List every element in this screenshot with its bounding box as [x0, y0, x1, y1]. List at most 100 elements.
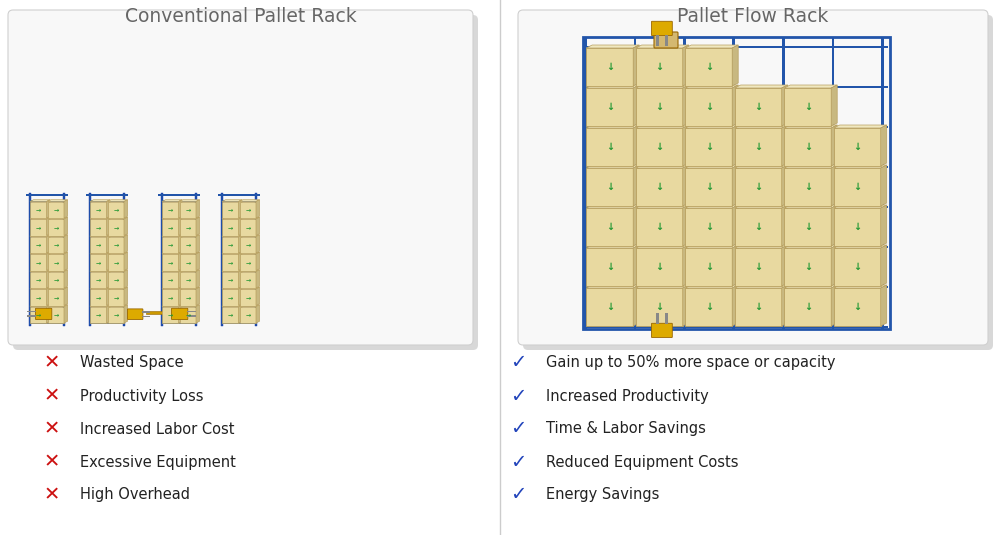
Bar: [634, 37, 636, 329]
Polygon shape: [784, 128, 831, 166]
Polygon shape: [881, 245, 887, 286]
Text: ↓: ↓: [754, 262, 762, 272]
Polygon shape: [586, 248, 633, 286]
Polygon shape: [162, 307, 178, 323]
Polygon shape: [240, 270, 260, 271]
Text: →: →: [228, 242, 233, 247]
Polygon shape: [222, 289, 239, 305]
Text: ↓: ↓: [606, 222, 614, 232]
Bar: [161, 288, 197, 289]
Polygon shape: [636, 48, 683, 86]
Polygon shape: [108, 202, 124, 218]
Text: →: →: [168, 295, 173, 300]
Polygon shape: [222, 287, 242, 289]
Bar: [584, 286, 888, 288]
Bar: [221, 270, 257, 271]
Polygon shape: [108, 307, 124, 323]
Bar: [161, 323, 197, 324]
Polygon shape: [64, 200, 68, 218]
Text: ↓: ↓: [606, 302, 614, 312]
Polygon shape: [106, 200, 110, 218]
Text: ↓: ↓: [606, 262, 614, 272]
Text: ↓: ↓: [804, 302, 812, 312]
FancyBboxPatch shape: [518, 10, 988, 345]
Text: →: →: [185, 260, 190, 265]
Bar: [782, 37, 784, 329]
Polygon shape: [90, 270, 110, 271]
Text: Excessive Equipment: Excessive Equipment: [80, 455, 236, 470]
Text: →: →: [36, 312, 41, 317]
Text: →: →: [96, 207, 101, 212]
Text: ↓: ↓: [853, 142, 861, 152]
Text: ✕: ✕: [44, 354, 60, 372]
Bar: [89, 270, 125, 271]
Text: →: →: [228, 207, 233, 212]
Polygon shape: [636, 245, 689, 248]
Polygon shape: [108, 287, 128, 289]
Polygon shape: [256, 235, 260, 253]
Polygon shape: [683, 125, 689, 166]
Polygon shape: [831, 205, 837, 246]
Text: →: →: [36, 242, 41, 247]
Polygon shape: [162, 202, 178, 218]
Text: →: →: [245, 225, 250, 230]
Polygon shape: [178, 200, 182, 218]
Polygon shape: [240, 271, 256, 288]
Polygon shape: [735, 88, 782, 126]
Polygon shape: [586, 285, 639, 288]
Polygon shape: [30, 200, 50, 202]
Polygon shape: [90, 305, 110, 307]
Polygon shape: [162, 289, 178, 305]
Polygon shape: [239, 305, 242, 323]
Polygon shape: [784, 168, 831, 206]
Text: →: →: [228, 277, 233, 282]
Bar: [732, 37, 735, 329]
Polygon shape: [732, 125, 738, 166]
Text: ↓: ↓: [705, 222, 713, 232]
Polygon shape: [222, 305, 242, 307]
Text: ↓: ↓: [655, 262, 663, 272]
Text: ↓: ↓: [655, 222, 663, 232]
Polygon shape: [784, 85, 837, 88]
Polygon shape: [64, 305, 68, 323]
Text: →: →: [53, 225, 58, 230]
Polygon shape: [586, 208, 633, 246]
Bar: [29, 193, 31, 326]
Polygon shape: [90, 271, 106, 288]
Polygon shape: [831, 285, 837, 326]
Polygon shape: [782, 285, 788, 326]
Polygon shape: [239, 200, 242, 218]
Bar: [29, 305, 65, 307]
Polygon shape: [732, 165, 738, 206]
Polygon shape: [633, 245, 639, 286]
Polygon shape: [735, 248, 782, 286]
Polygon shape: [240, 289, 256, 305]
Polygon shape: [735, 245, 788, 248]
Polygon shape: [180, 307, 196, 323]
Polygon shape: [831, 165, 837, 206]
Polygon shape: [30, 289, 46, 305]
Polygon shape: [735, 285, 788, 288]
Polygon shape: [586, 128, 633, 166]
Bar: [584, 126, 888, 128]
Polygon shape: [178, 287, 182, 305]
Polygon shape: [162, 235, 182, 236]
Text: →: →: [113, 295, 118, 300]
Text: →: →: [168, 312, 173, 317]
Polygon shape: [633, 125, 639, 166]
Polygon shape: [683, 285, 689, 326]
Polygon shape: [240, 307, 256, 323]
Bar: [142, 311, 150, 313]
Bar: [656, 313, 659, 324]
Polygon shape: [30, 236, 46, 253]
Polygon shape: [222, 270, 242, 271]
Polygon shape: [46, 217, 50, 235]
Polygon shape: [240, 287, 260, 289]
Polygon shape: [64, 235, 68, 253]
Polygon shape: [178, 252, 182, 271]
Polygon shape: [48, 252, 68, 254]
Polygon shape: [831, 125, 837, 166]
Polygon shape: [881, 165, 887, 206]
Text: ↓: ↓: [754, 142, 762, 152]
Bar: [584, 206, 888, 208]
